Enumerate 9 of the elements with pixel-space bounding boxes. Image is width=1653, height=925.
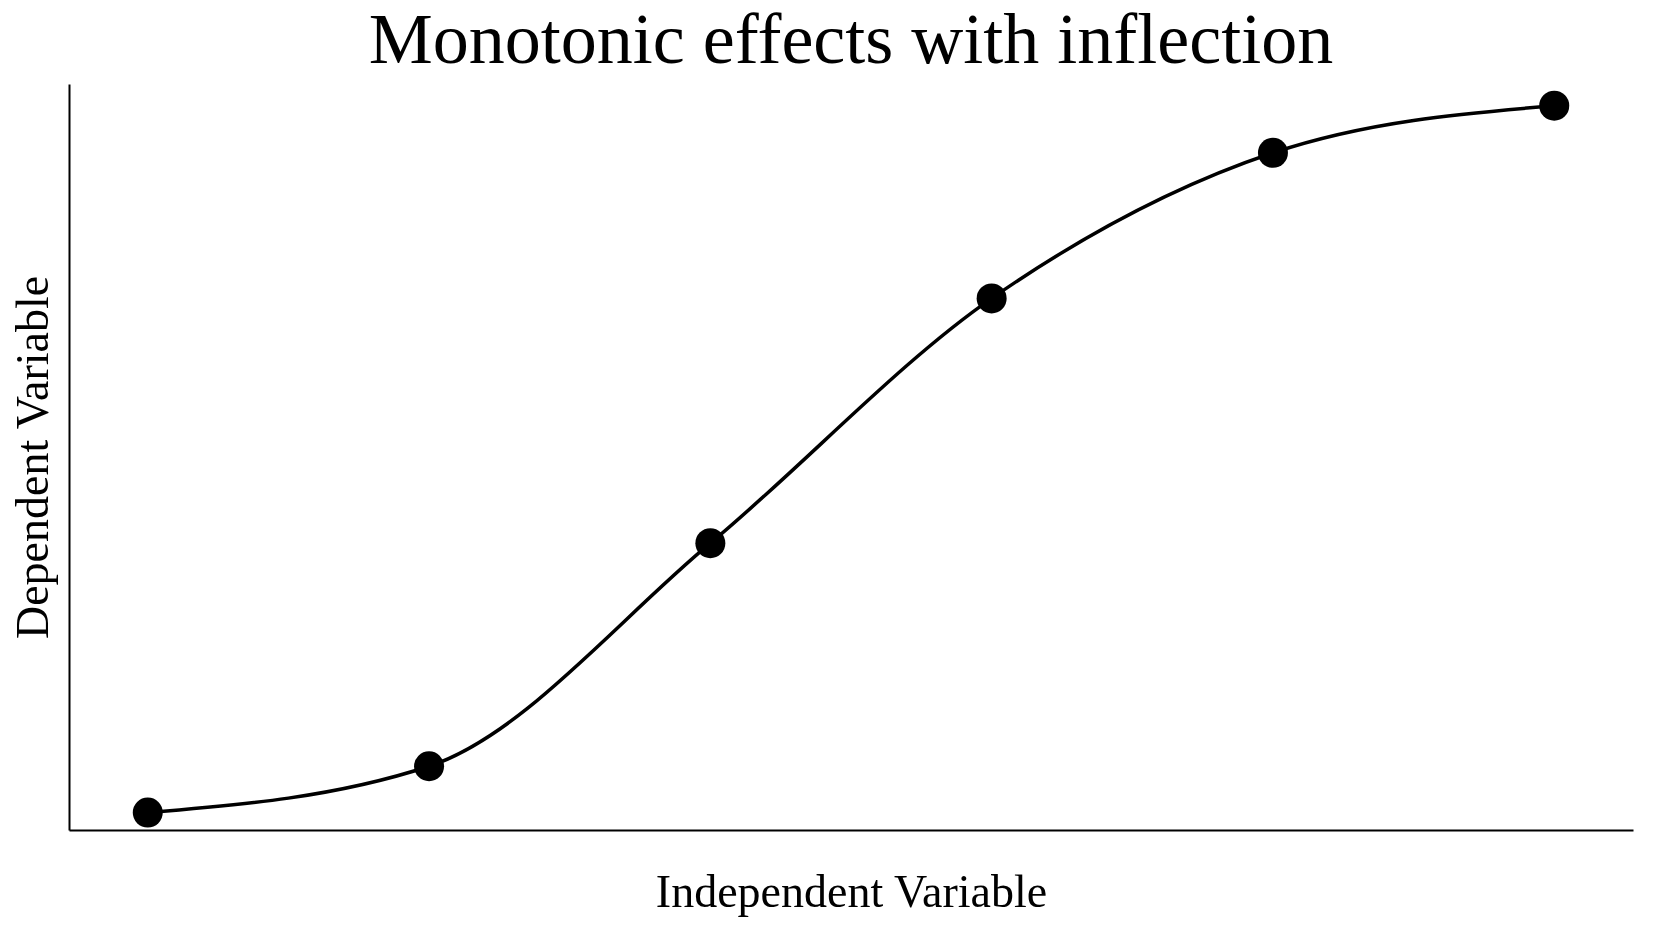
x-axis-title: Independent Variable bbox=[655, 865, 1048, 917]
point bbox=[1257, 137, 1288, 168]
chart-title: Monotonic effects with inflection bbox=[368, 0, 1334, 79]
point bbox=[695, 528, 726, 559]
point bbox=[132, 797, 163, 828]
point bbox=[1539, 90, 1570, 121]
point bbox=[414, 751, 445, 782]
y-axis-title: Dependent Variable bbox=[6, 275, 58, 640]
point bbox=[976, 283, 1007, 314]
